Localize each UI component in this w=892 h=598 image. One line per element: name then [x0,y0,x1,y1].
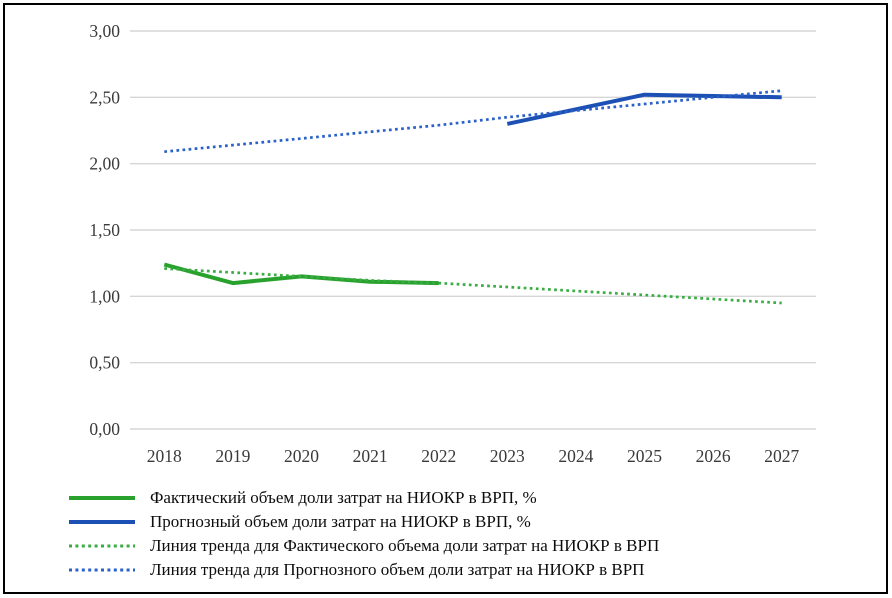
x-axis-tick-labels: 2018 2019 2020 2021 2022 2023 2024 2025 2026 2027 [147,446,800,466]
svg-text:2025: 2025 [627,446,662,466]
legend-dotted-swatch-forecast-trend [69,568,135,572]
legend-label-actual-trend: Линия тренда для Фактического объема дол… [150,536,660,555]
svg-text:0,00: 0,00 [89,419,120,439]
legend-label-forecast-trend: Линия тренда для Прогнозного объем доли … [150,560,645,579]
svg-text:2027: 2027 [764,446,799,466]
legend-line-swatch-actual [69,496,135,500]
legend-label-forecast: Прогнозный объем доли затрат на НИОКР в … [150,512,531,531]
gridlines [130,30,816,430]
series-line-3 [164,89,782,154]
svg-text:2023: 2023 [490,446,525,466]
svg-text:2020: 2020 [284,446,319,466]
svg-text:2026: 2026 [696,446,731,466]
svg-text:2022: 2022 [421,446,456,466]
y-axis-tick-labels: 0,00 0,50 1,00 1,50 2,00 2,50 3,00 [89,21,120,439]
legend-dotted-swatch-actual-trend [69,544,135,548]
svg-text:1,00: 1,00 [89,286,120,306]
legend-item-actual: Фактический объем доли затрат на НИОКР в… [66,486,659,510]
legend-item-forecast: Прогнозный объем доли затрат на НИОКР в … [66,510,659,534]
series-line-2 [164,267,782,305]
legend-item-forecast-trend: Линия тренда для Прогнозного объем доли … [66,558,659,582]
svg-text:0,50: 0,50 [89,353,120,373]
svg-text:2019: 2019 [215,446,250,466]
svg-text:2,00: 2,00 [89,154,120,174]
svg-text:2,50: 2,50 [89,87,120,107]
svg-text:2021: 2021 [353,446,388,466]
svg-text:2024: 2024 [558,446,593,466]
legend-label-actual: Фактический объем доли затрат на НИОКР в… [150,488,537,507]
svg-text:2018: 2018 [147,446,182,466]
series-line-1 [506,92,782,126]
svg-text:1,50: 1,50 [89,220,120,240]
series-line-0 [163,262,439,286]
svg-text:3,00: 3,00 [89,21,120,41]
legend-item-actual-trend: Линия тренда для Фактического объема дол… [66,534,659,558]
chart-legend: Фактический объем доли затрат на НИОКР в… [66,486,659,582]
legend-line-swatch-forecast [69,520,135,524]
